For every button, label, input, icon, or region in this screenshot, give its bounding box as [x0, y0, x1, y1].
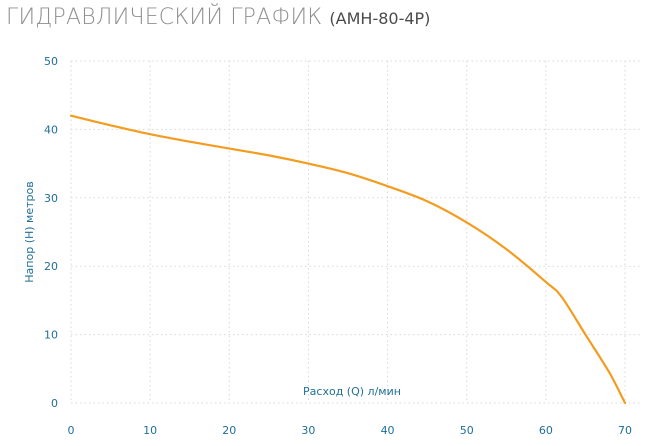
- series: [69, 114, 627, 405]
- x-tick-label: 60: [539, 424, 553, 437]
- chart-title-model: (АМН-80-4Р): [329, 9, 431, 28]
- x-tick-label: 10: [143, 424, 157, 437]
- y-tick-label: 0: [51, 397, 58, 410]
- performance-curve-line: [69, 114, 627, 405]
- x-tick-label: 40: [381, 424, 395, 437]
- x-axis-label: Расход (Q) л/мин: [303, 385, 401, 398]
- y-tick-label: 50: [44, 55, 58, 68]
- y-tick-label: 30: [44, 192, 58, 205]
- y-axis-label: Напор (H) метров: [23, 181, 36, 282]
- x-tick-label: 70: [618, 424, 632, 437]
- chart-title-main: ГИДРАВЛИЧЕСКИЙ ГРАФИК: [6, 5, 323, 30]
- x-tick-label: 0: [68, 424, 75, 437]
- x-tick-label: 30: [301, 424, 315, 437]
- y-tick-label: 40: [44, 123, 58, 136]
- x-tick-label: 20: [222, 424, 236, 437]
- y-axis-ticks: 0 10 20 30 40 50: [44, 55, 58, 410]
- chart-title: ГИДРАВЛИЧЕСКИЙ ГРАФИК (АМН-80-4Р): [6, 4, 430, 33]
- grid: [70, 60, 640, 404]
- x-tick-label: 50: [460, 424, 474, 437]
- y-tick-label: 10: [44, 329, 58, 342]
- x-axis-ticks: 0 10 20 30 40 50 60 70: [68, 424, 633, 437]
- y-tick-label: 20: [44, 260, 58, 273]
